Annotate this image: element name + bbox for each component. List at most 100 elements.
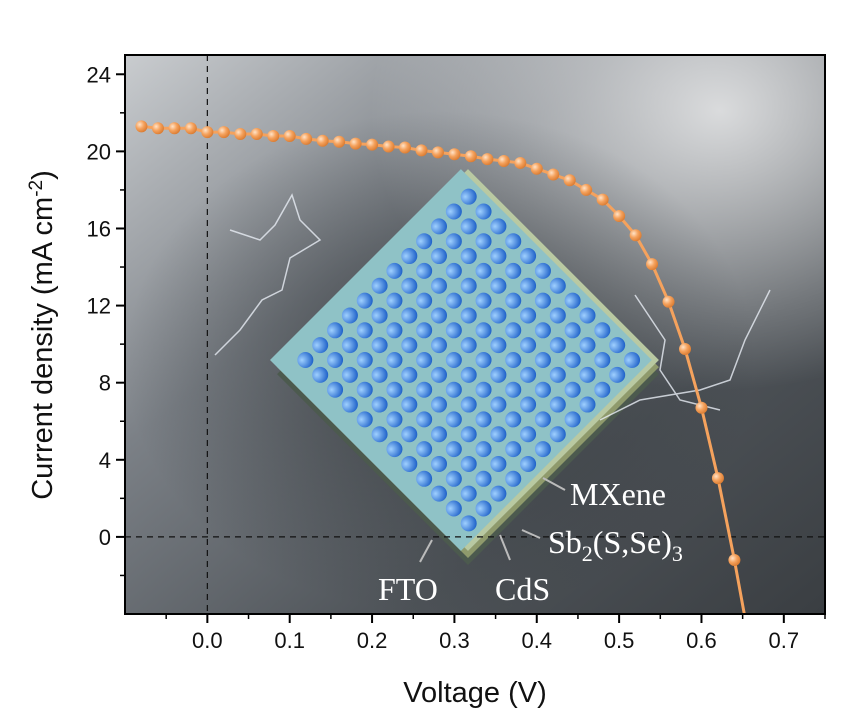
atom [490,455,507,472]
atom [624,352,641,368]
atom [445,233,462,250]
atom [549,307,566,324]
data-point [250,128,263,141]
atom [505,381,522,398]
atom [430,307,447,324]
atom [520,337,537,354]
mxene-label: MXene [570,476,666,512]
atom [460,366,477,383]
atom [430,455,447,472]
data-point [283,129,296,142]
data-point [514,156,527,169]
atom [356,322,373,339]
data-point [431,146,444,159]
atom [475,352,492,368]
atom [579,307,596,324]
atom [297,352,314,368]
atom [579,337,596,354]
atom [416,381,433,398]
layer-labels: MXene Sb2(S,Se)3 FTO CdS [378,476,683,607]
atom [505,352,522,368]
atom [549,277,566,294]
atom [475,441,492,458]
atom [594,322,611,339]
atom [460,188,477,205]
atom [505,292,522,309]
axes: 0 4 8 12 16 20 24 0.0 0.1 0.2 0.3 0.4 0.5 0.6 0.7 [87,62,826,653]
data-point [201,126,214,139]
atom [490,277,507,294]
atom [475,292,492,309]
y-tick-label: 8 [99,371,111,396]
atom [460,485,477,502]
atom [371,337,388,354]
x-tick-label: 0.4 [521,628,552,653]
data-point [184,122,197,135]
atom [401,248,418,265]
atom [341,337,358,354]
atom [386,352,403,368]
atom [475,203,492,220]
atom [430,337,447,354]
atom [386,441,403,458]
atom [505,262,522,279]
atom [386,262,403,279]
atom [460,218,477,235]
lightning-left [214,193,322,356]
atom [356,381,373,398]
atom [594,381,611,398]
atom [460,277,477,294]
atom [445,203,462,220]
atom [327,381,344,398]
data-point [399,141,411,154]
atom [520,426,537,443]
atom [445,500,462,517]
data-point [711,472,724,485]
y-tick-label: 4 [99,448,111,473]
data-point [580,183,593,196]
atom [534,352,551,368]
data-point [217,126,230,139]
atom [505,233,522,250]
atom [505,441,522,458]
atom [549,337,566,354]
data-point [135,120,148,133]
atom [327,352,344,368]
atom [564,381,581,398]
atom [579,396,596,413]
atom [460,426,477,443]
atom [312,366,329,383]
mxene-atoms [297,188,641,532]
atom [386,322,403,339]
data-point [415,144,428,157]
atom [475,262,492,279]
atom [416,233,433,250]
atom [520,396,537,413]
atom [594,352,611,368]
lightning-right [599,289,771,421]
atom [430,426,447,443]
atom [564,292,581,309]
data-point [382,140,395,153]
atom [549,366,566,383]
x-tick-label: 0.0 [192,628,223,653]
data-point [349,137,362,150]
atom [534,262,551,279]
atom [579,366,596,383]
atom [416,441,433,458]
atom [534,322,551,339]
x-tick-label: 0.2 [357,628,388,653]
sbsse-arrow [521,529,541,539]
atom [460,515,477,532]
atom [445,411,462,428]
data-point [596,193,609,206]
atom [401,455,418,472]
atom [445,352,462,368]
fto-arrow [419,539,433,563]
data-point [366,138,379,151]
sbsse-label: Sb2(S,Se)3 [548,524,683,566]
atom [520,307,537,324]
atom [430,396,447,413]
atom [371,366,388,383]
